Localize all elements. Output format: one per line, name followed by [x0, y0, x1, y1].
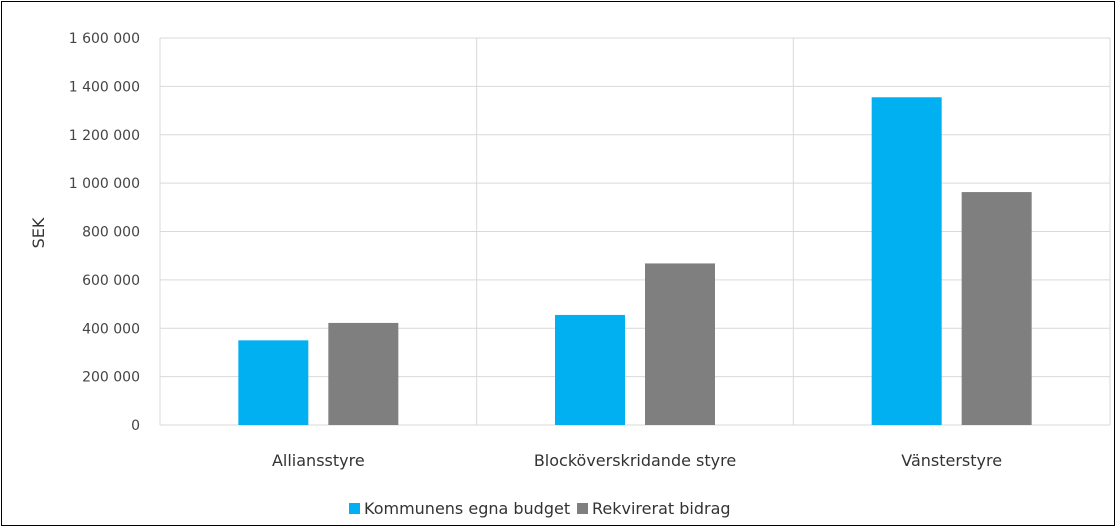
legend-label: Kommunens egna budget	[364, 499, 570, 518]
y-axis-label: SEK	[29, 217, 48, 248]
y-tick-label: 1 600 000	[69, 31, 140, 47]
bar	[238, 340, 309, 425]
gridlines	[159, 37, 1111, 426]
y-axis-ticks: 0 200 000 400 000 600 000 800 000 1 000 000 1 …	[69, 31, 140, 434]
bar	[645, 263, 715, 425]
bar	[961, 192, 1032, 425]
y-tick-label: 200 000	[82, 370, 140, 386]
legend-label: Rekvirerat bidrag	[592, 499, 731, 518]
y-tick-label: 1 200 000	[69, 128, 140, 144]
y-tick-label: 1 400 000	[69, 79, 140, 95]
y-tick-label: 600 000	[82, 273, 140, 289]
legend-swatch	[577, 503, 588, 514]
bar	[555, 314, 625, 425]
y-tick-label: 400 000	[82, 321, 140, 337]
legend-swatch	[349, 503, 360, 514]
bar	[871, 97, 942, 426]
bar	[328, 322, 399, 425]
x-tick-label: Alliansstyre	[272, 451, 365, 470]
y-tick-label: 800 000	[82, 225, 140, 241]
y-tick-label: 0	[131, 418, 140, 434]
legend: Kommunens egna budget Rekvirerat bidrag	[349, 499, 731, 518]
x-axis-labels: Alliansstyre Blocköverskridande styre Väns…	[272, 451, 1002, 470]
x-tick-label: Blocköverskridande styre	[534, 451, 736, 470]
y-tick-label: 1 000 000	[69, 176, 140, 192]
x-tick-label: Vänsterstyre	[901, 451, 1002, 470]
bars	[238, 97, 1032, 426]
